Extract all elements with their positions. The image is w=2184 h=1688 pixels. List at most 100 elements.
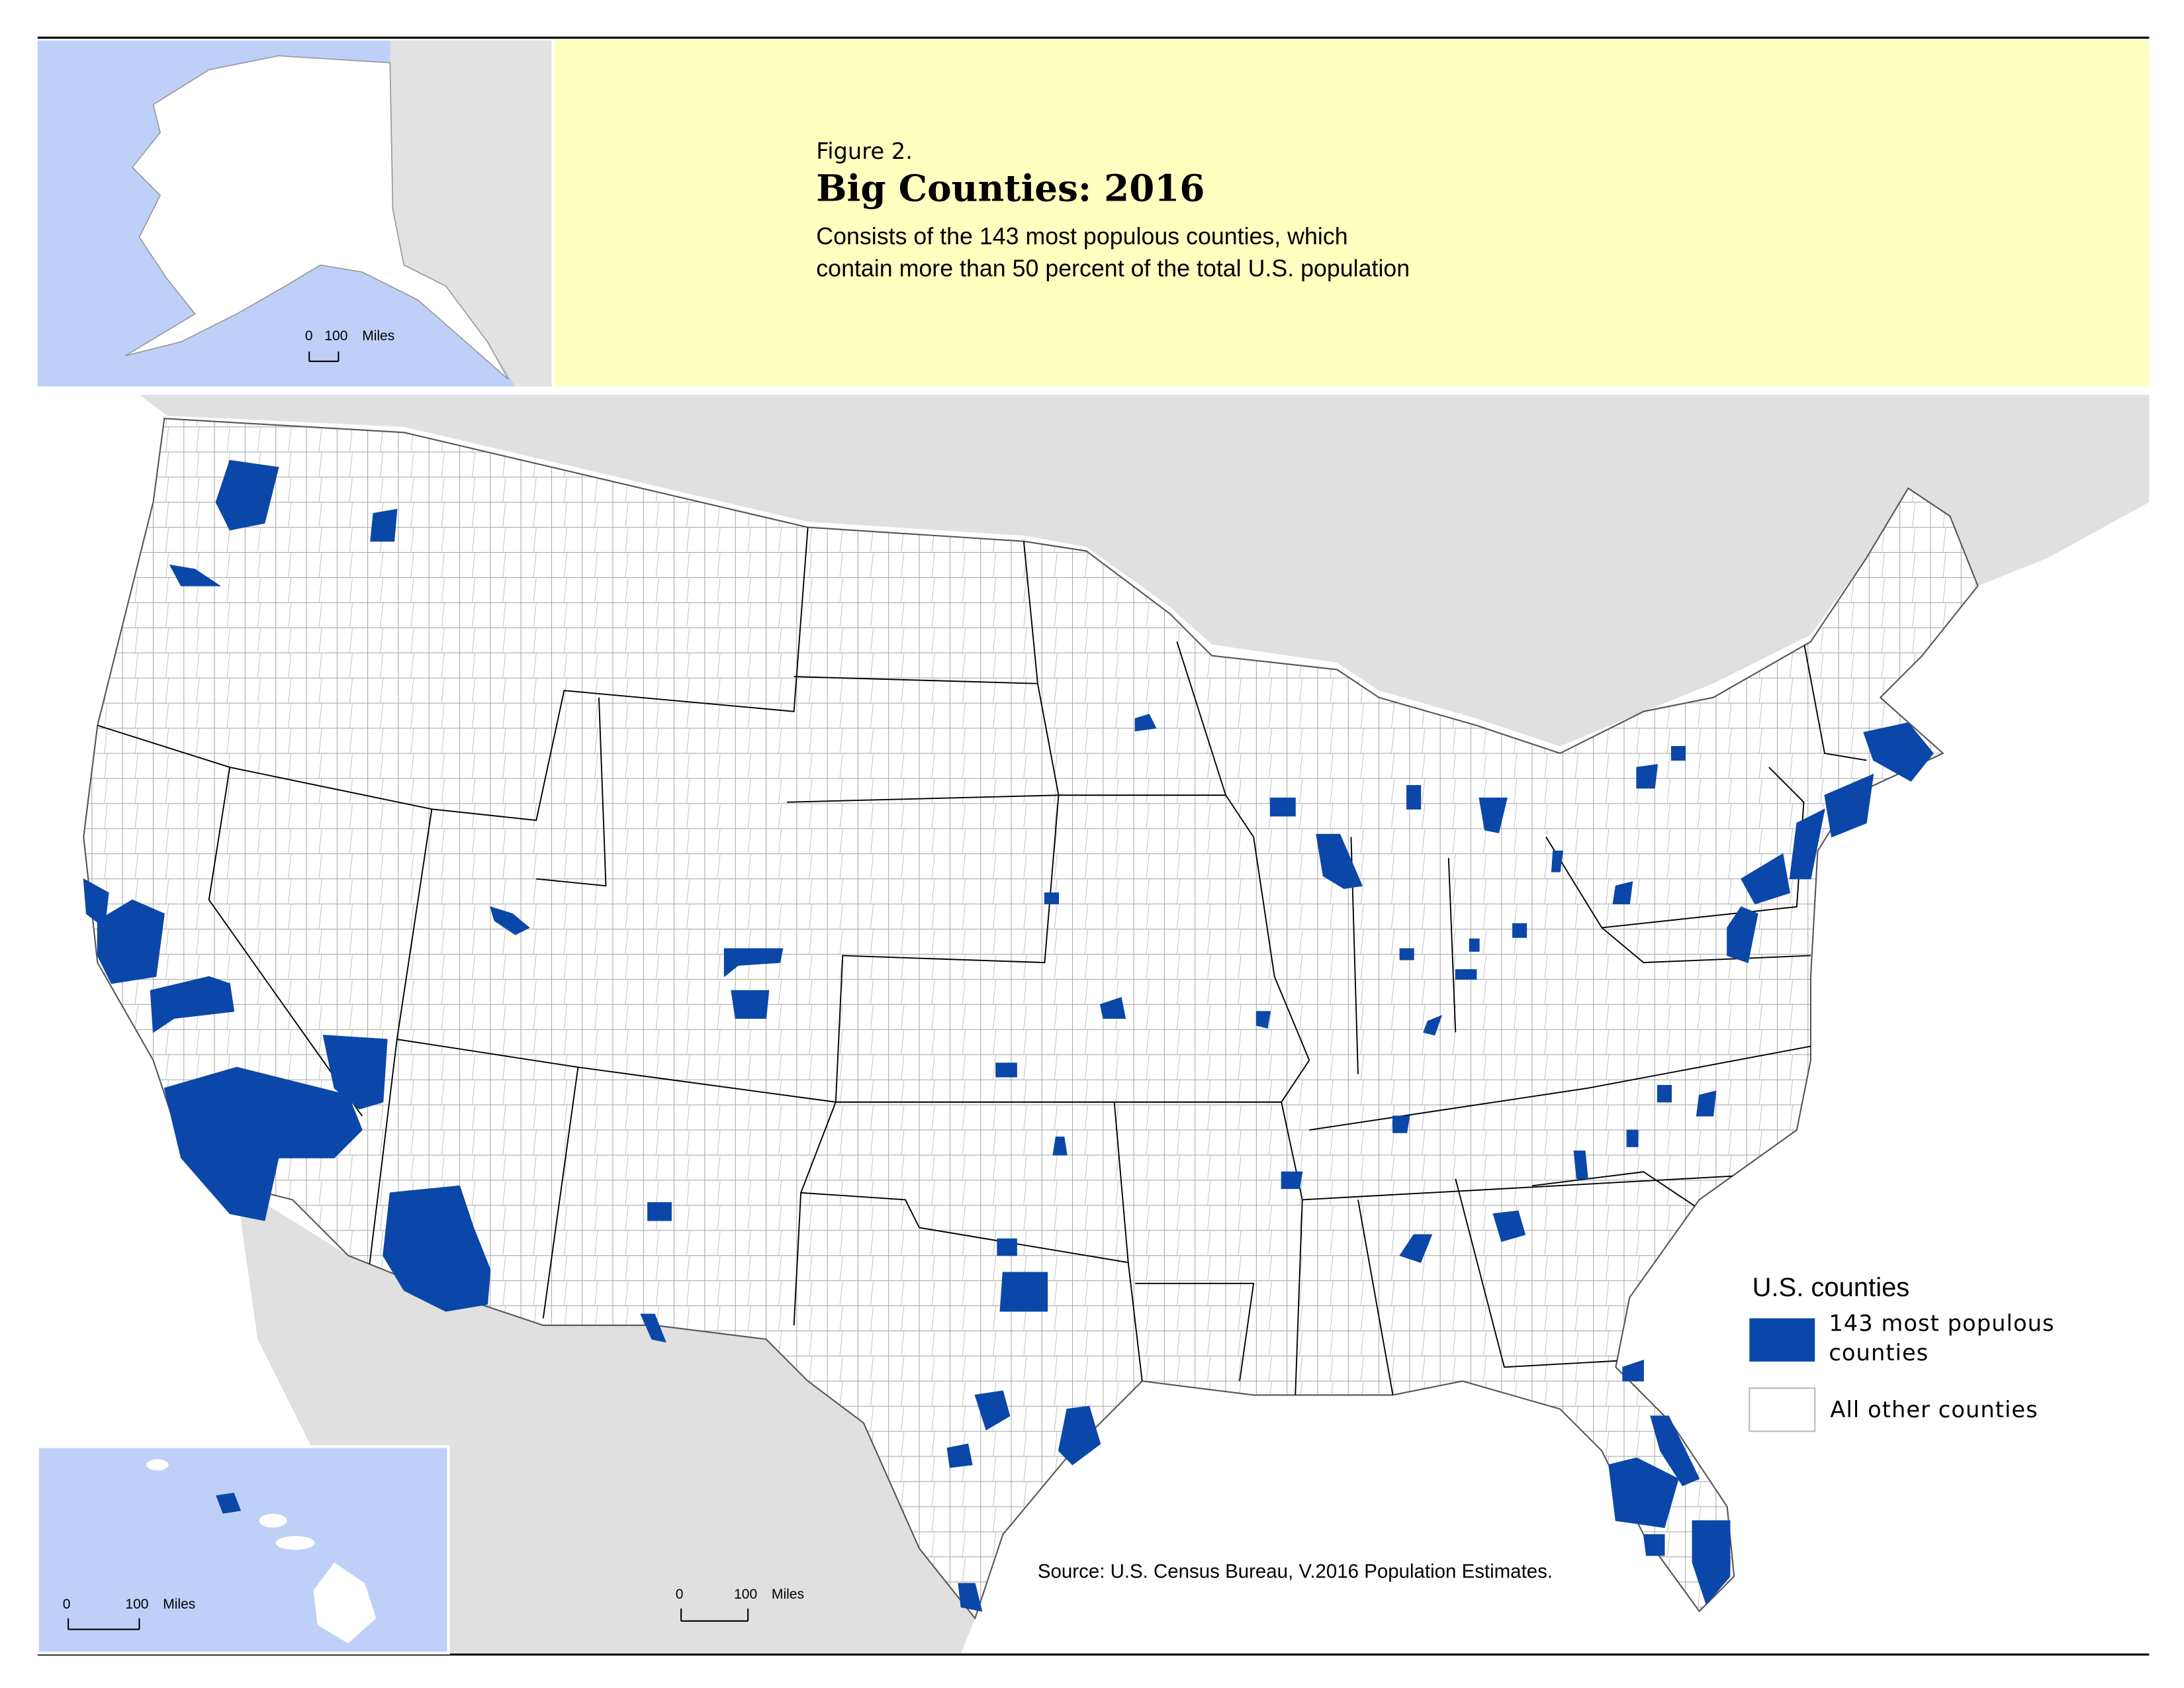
big-county [995, 1062, 1017, 1078]
big-county [1134, 714, 1157, 731]
conus-land [83, 418, 1979, 1620]
scale-label: Miles [362, 328, 394, 344]
title-background [554, 40, 2150, 387]
island [259, 1513, 287, 1528]
big-county [640, 1313, 666, 1343]
big-county [723, 948, 784, 978]
scale-label: Miles [163, 1597, 195, 1612]
legend-title: U.S. counties [1752, 1273, 1910, 1302]
big-county [322, 1035, 388, 1109]
big-county [1479, 797, 1508, 833]
subtitle-line: contain more than 50 percent of the tota… [816, 255, 1410, 281]
big-county [1551, 851, 1563, 872]
hawaii-inset: 0 100 Miles [36, 1445, 450, 1655]
state-line [536, 697, 607, 887]
big-county [974, 1390, 1011, 1430]
big-county [1636, 764, 1659, 789]
state-line [1176, 641, 1226, 796]
big-county [1824, 773, 1874, 838]
big-county [1789, 808, 1825, 880]
state-line [1058, 794, 1310, 1061]
scale-label: 0 [305, 328, 313, 344]
inset-water [36, 1445, 450, 1655]
state-line [542, 1067, 579, 1319]
big-county [1863, 722, 1934, 782]
legend-swatch [1749, 1318, 1815, 1362]
canada-land [139, 395, 2150, 747]
subtitle-line: Consists of the 143 most populous counti… [816, 223, 1347, 250]
big-county [1044, 892, 1060, 905]
alaska-inset: 0 100 Miles [37, 40, 552, 387]
title-box: Figure 2. Big Counties: 2016 Consists of… [554, 40, 2150, 387]
big-county [1626, 1129, 1639, 1147]
legend-item: All other counties [1830, 1397, 2038, 1423]
big-county [1622, 1360, 1644, 1382]
legend-swatch [1749, 1387, 1816, 1432]
big-county [1608, 1457, 1679, 1528]
big-county [946, 1443, 973, 1468]
state-line [1135, 1282, 1255, 1382]
legend: U.S. counties 143 most populous counties… [1749, 1273, 2055, 1432]
state-line [1601, 927, 1811, 964]
big-county [1281, 1171, 1303, 1190]
legend-item-box: 143 most populous counties [1829, 1309, 2055, 1366]
alaska-land [124, 55, 509, 380]
big-county [1741, 853, 1790, 905]
big-county [1573, 1150, 1588, 1180]
state-line [208, 767, 363, 1117]
big-county [1657, 1085, 1672, 1103]
state-line [1803, 641, 1867, 761]
title: Big Counties: 2016 [816, 167, 1205, 209]
big-county [958, 1583, 983, 1612]
big-county [1058, 1405, 1101, 1466]
big-county [1727, 906, 1758, 963]
big-county [1316, 833, 1363, 889]
big-county [383, 1185, 491, 1312]
big-county [490, 906, 530, 935]
big-county [1100, 997, 1126, 1019]
canada-land [390, 40, 552, 387]
big-county [1392, 1115, 1410, 1133]
legend-item: 143 most populous counties [1829, 1309, 2055, 1366]
figure-label: Figure 2. [816, 138, 913, 164]
big-county [1399, 1234, 1433, 1263]
big-county [370, 508, 398, 542]
big-county [1399, 948, 1414, 961]
scale-label: 100 [125, 1597, 148, 1612]
state-line [1447, 858, 1457, 1033]
state-line [1036, 683, 1060, 796]
big-county [163, 1066, 363, 1221]
island [146, 1459, 169, 1471]
big-county [1612, 881, 1633, 905]
big-county [1255, 1011, 1271, 1029]
big-counties [83, 459, 1934, 1612]
big-county [1692, 1520, 1731, 1605]
state-line [1357, 1199, 1394, 1395]
big-county [1696, 1090, 1717, 1117]
island [313, 1562, 377, 1644]
big-county [215, 459, 279, 531]
big-county [1423, 1015, 1443, 1036]
big-county [1492, 1210, 1526, 1243]
big-county [97, 899, 165, 984]
big-county [1643, 1534, 1665, 1556]
big-county [216, 1492, 242, 1514]
big-county [1406, 784, 1422, 810]
scale-label: 0 [63, 1597, 71, 1612]
island [275, 1536, 315, 1550]
big-county [1052, 1137, 1068, 1156]
big-county [1512, 923, 1527, 938]
big-county [1650, 1415, 1700, 1487]
big-county [169, 564, 222, 586]
state-line [793, 1192, 802, 1326]
source-note: Source: U.S. Census Bureau, V.2016 Popul… [1038, 1560, 1553, 1582]
scale-label: Miles [772, 1587, 804, 1602]
big-county [999, 1272, 1048, 1312]
big-county [731, 990, 770, 1019]
big-county [1269, 797, 1296, 817]
scale-label: 0 [676, 1587, 684, 1602]
big-county [150, 976, 235, 1033]
state-line [1302, 1171, 1811, 1201]
